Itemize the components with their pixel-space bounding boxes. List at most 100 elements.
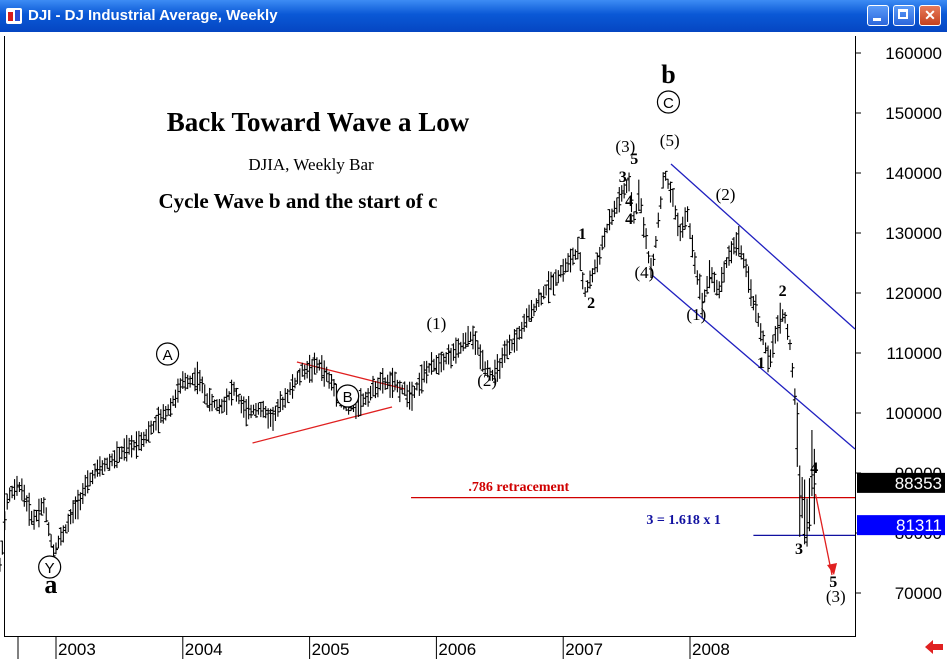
wave-label: (5) — [660, 131, 680, 150]
chart-subtitle-2: Cycle Wave b and the start of c — [159, 189, 438, 213]
price-bar — [761, 330, 766, 346]
x-tick-label: 2005 — [312, 640, 350, 659]
price-bar — [563, 258, 568, 273]
price-bar — [246, 395, 251, 420]
price-bar — [795, 402, 800, 467]
price-bar — [690, 234, 695, 258]
price-bar — [746, 266, 751, 293]
price-bar — [75, 489, 80, 520]
price-bar — [624, 179, 629, 194]
price-bar — [400, 384, 405, 395]
price-bar — [54, 542, 58, 555]
price-bar — [756, 312, 761, 327]
price-bar — [168, 398, 173, 417]
wave-label-text: (3) — [615, 137, 635, 156]
price-markers: 88353 81311 — [857, 472, 945, 536]
price-bar — [207, 387, 212, 412]
maximize-icon[interactable] — [893, 5, 915, 26]
price-bar — [763, 342, 768, 354]
wave-label: (4) — [634, 263, 654, 282]
minimize-icon[interactable] — [867, 5, 889, 26]
price-bar — [470, 325, 475, 350]
price-bar — [180, 371, 185, 389]
price-bar — [32, 509, 37, 530]
price-bar — [61, 525, 66, 543]
price-bar — [536, 289, 541, 307]
price-bar — [19, 478, 24, 501]
price-bar — [388, 371, 393, 398]
price-bar — [424, 360, 429, 384]
wave-label: A — [155, 342, 180, 366]
wave-label: (2) — [477, 371, 497, 390]
price-bar — [141, 431, 146, 447]
chart-icon[interactable] — [6, 8, 22, 24]
wave-label: (1) — [426, 314, 446, 333]
price-bar — [219, 398, 224, 414]
price-bar — [790, 362, 795, 378]
price-bar — [322, 360, 327, 387]
price-bar — [200, 376, 205, 394]
price-bar — [175, 378, 180, 403]
price-bar — [661, 172, 666, 189]
price-bar — [210, 393, 215, 412]
price-bar — [639, 198, 644, 214]
price-bar — [773, 325, 778, 344]
price-marker-label: 81311 — [896, 516, 942, 535]
price-bar — [744, 258, 749, 278]
wave-label-text: (1) — [426, 314, 446, 333]
price-bar — [244, 399, 249, 427]
price-bar — [641, 217, 646, 238]
price-bar — [680, 216, 685, 238]
wave-label-text: 4 — [625, 211, 633, 228]
price-bar — [427, 362, 432, 373]
price-bar — [234, 387, 239, 402]
price-bar — [205, 393, 210, 408]
price-bar — [590, 268, 595, 283]
price-bar — [29, 510, 34, 525]
price-bar — [105, 457, 110, 469]
price-bar — [466, 325, 471, 347]
price-bar — [7, 487, 12, 502]
price-bar — [78, 492, 83, 511]
price-bar — [558, 265, 563, 278]
price-bar — [783, 312, 788, 324]
price-bar — [741, 253, 746, 269]
price-bar — [97, 456, 102, 477]
price-bar — [188, 375, 193, 388]
wave-label-text: A — [163, 347, 173, 364]
wave-label: (2) — [716, 185, 736, 204]
price-bar — [236, 393, 241, 405]
price-bar — [134, 431, 139, 459]
window-title: DJI - DJ Industrial Average, Weekly — [28, 7, 278, 24]
price-bar — [580, 272, 585, 290]
price-bar — [295, 371, 300, 384]
wave-label: (3) — [615, 137, 635, 156]
price-bar — [195, 361, 200, 395]
price-bar — [805, 498, 810, 547]
price-bar — [600, 235, 605, 251]
price-bar — [302, 364, 307, 380]
price-bar — [227, 391, 232, 401]
next-arrow-icon[interactable] — [925, 640, 943, 654]
price-bar — [300, 362, 305, 377]
y-tick-label: 70000 — [895, 584, 942, 603]
price-bar — [327, 371, 332, 389]
chart-title: Back Toward Wave a Low — [167, 107, 470, 137]
wave-label: 2 — [779, 283, 787, 300]
x-tick-label: 2008 — [692, 640, 730, 659]
price-bar — [702, 289, 707, 303]
close-icon[interactable]: ✕ — [919, 5, 941, 26]
price-bar — [373, 381, 378, 399]
wave-label-text: (2) — [716, 185, 736, 204]
price-bar — [544, 284, 549, 296]
wave-label: 3 — [619, 169, 627, 186]
price-bar — [163, 405, 168, 421]
price-bar — [10, 485, 15, 499]
price-bar — [441, 353, 446, 371]
price-bar — [556, 270, 561, 284]
price-bar — [375, 377, 380, 398]
wave-label-text: (1) — [686, 305, 706, 324]
price-bar — [34, 509, 39, 522]
price-bar — [490, 369, 495, 381]
price-bar — [748, 279, 753, 307]
